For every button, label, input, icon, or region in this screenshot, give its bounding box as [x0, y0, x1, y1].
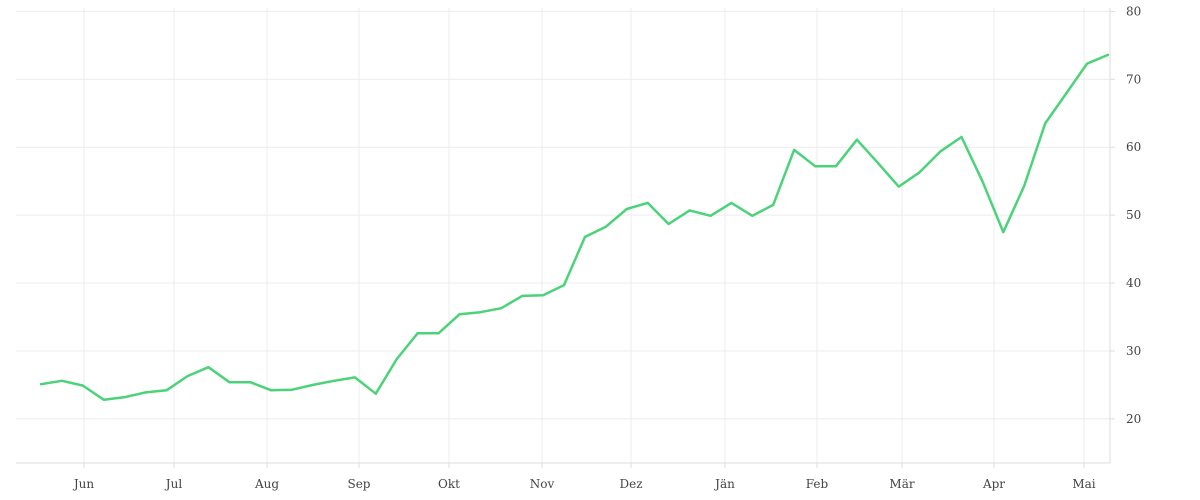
data-point [604, 225, 608, 228]
data-point [102, 398, 106, 401]
data-point [751, 214, 754, 217]
data-point [855, 138, 859, 141]
x-tick-label: Sep [347, 477, 370, 491]
data-point [730, 201, 733, 205]
data-point [521, 294, 524, 298]
data-point [646, 201, 649, 205]
data-point [39, 383, 43, 386]
x-axis: Jun Jul Aug Sep Okt Nov Dez Jän Feb Mär Apr Mai [72, 463, 1096, 491]
data-point [897, 185, 900, 188]
y-tick-label: 30 [1126, 344, 1141, 358]
data-point [249, 381, 252, 384]
data-point [353, 376, 357, 379]
data-point [918, 171, 921, 174]
data-point [437, 332, 440, 335]
x-tick-label: Jun [72, 477, 95, 491]
data-point [270, 389, 273, 392]
data-point [939, 150, 942, 153]
data-point [458, 313, 461, 316]
data-point [311, 383, 315, 387]
x-tick-label: Okt [438, 477, 460, 491]
y-tick-label: 50 [1126, 208, 1141, 222]
data-point [332, 379, 336, 382]
data-point [667, 222, 670, 226]
y-tick-label: 20 [1126, 412, 1141, 426]
data-point [479, 311, 482, 314]
data-point [960, 135, 963, 139]
data-point [981, 180, 984, 183]
x-tick-label: Mär [889, 477, 914, 491]
data-point [709, 214, 712, 217]
data-point [688, 209, 691, 212]
data-point [374, 392, 377, 395]
data-point [81, 384, 85, 387]
x-tick-label: Dez [619, 477, 642, 491]
y-axis: 20 30 40 50 60 70 80 [1110, 4, 1141, 426]
data-point [583, 235, 587, 239]
data-point [625, 207, 628, 211]
data-point [541, 294, 545, 297]
x-tick-label: Feb [806, 477, 829, 491]
data-point [123, 395, 127, 399]
data-point [876, 161, 879, 164]
series-layer [39, 53, 1110, 402]
data-point [1022, 184, 1026, 188]
x-tick-label: Mai [1072, 477, 1095, 491]
data-point [290, 388, 294, 391]
data-point [1085, 62, 1089, 65]
grid [16, 8, 1110, 463]
data-point [186, 374, 189, 378]
data-point [165, 389, 168, 392]
data-point [772, 203, 775, 207]
data-point [144, 391, 147, 394]
data-point [1044, 122, 1047, 125]
x-tick-label: Apr [982, 477, 1005, 491]
data-point [562, 283, 566, 287]
data-point [1064, 92, 1068, 95]
series-line [39, 53, 1110, 402]
x-tick-label: Nov [530, 477, 555, 491]
data-point [834, 165, 838, 168]
data-point [1106, 53, 1110, 57]
data-point [792, 148, 796, 152]
data-point [1002, 230, 1005, 234]
x-tick-label: Jul [164, 477, 183, 491]
data-point [416, 332, 419, 335]
data-point [813, 165, 817, 168]
x-tick-label: Jän [713, 477, 735, 491]
data-point [60, 379, 64, 382]
data-point [228, 381, 231, 384]
y-tick-label: 70 [1126, 72, 1141, 86]
data-point [395, 357, 398, 361]
y-tick-label: 40 [1126, 276, 1141, 290]
x-tick-label: Aug [254, 477, 279, 491]
y-tick-label: 80 [1126, 4, 1141, 18]
data-point [500, 307, 503, 310]
y-tick-label: 60 [1126, 140, 1141, 154]
data-point [207, 366, 210, 369]
